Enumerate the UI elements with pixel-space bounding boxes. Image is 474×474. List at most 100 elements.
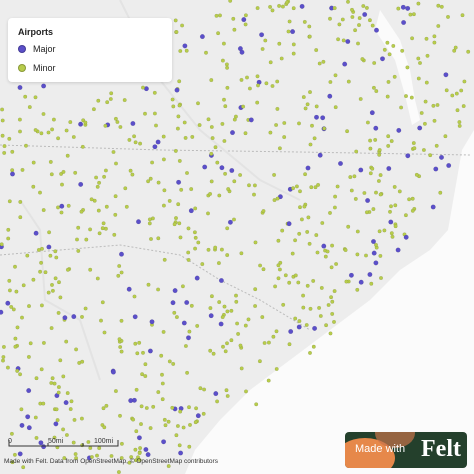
minor-airport[interactable] xyxy=(332,205,337,210)
minor-airport[interactable] xyxy=(172,310,177,315)
minor-airport[interactable] xyxy=(130,172,135,177)
major-airport[interactable] xyxy=(26,425,32,431)
minor-airport[interactable] xyxy=(177,221,182,226)
minor-airport[interactable] xyxy=(368,138,373,143)
minor-airport[interactable] xyxy=(50,282,55,287)
minor-airport[interactable] xyxy=(293,238,298,243)
minor-airport[interactable] xyxy=(460,13,465,18)
major-airport[interactable] xyxy=(199,34,205,40)
minor-airport[interactable] xyxy=(201,411,206,416)
major-airport[interactable] xyxy=(194,275,200,281)
minor-airport[interactable] xyxy=(224,341,229,346)
major-airport[interactable] xyxy=(62,315,68,321)
minor-airport[interactable] xyxy=(143,374,148,379)
minor-airport[interactable] xyxy=(159,372,164,377)
minor-airport[interactable] xyxy=(9,431,14,436)
major-airport[interactable] xyxy=(338,160,344,166)
minor-airport[interactable] xyxy=(160,381,165,386)
minor-airport[interactable] xyxy=(36,247,41,252)
minor-airport[interactable] xyxy=(454,91,459,96)
minor-airport[interactable] xyxy=(220,121,225,126)
minor-airport[interactable] xyxy=(122,98,127,103)
minor-airport[interactable] xyxy=(340,17,345,22)
minor-airport[interactable] xyxy=(264,81,269,86)
minor-airport[interactable] xyxy=(132,134,137,139)
minor-airport[interactable] xyxy=(243,389,248,394)
minor-airport[interactable] xyxy=(280,228,285,233)
minor-airport[interactable] xyxy=(241,104,246,109)
minor-airport[interactable] xyxy=(76,248,81,253)
minor-airport[interactable] xyxy=(285,0,290,5)
minor-airport[interactable] xyxy=(461,104,466,109)
minor-airport[interactable] xyxy=(297,231,302,236)
minor-airport[interactable] xyxy=(346,0,350,4)
minor-airport[interactable] xyxy=(12,452,17,457)
minor-airport[interactable] xyxy=(236,331,241,336)
minor-airport[interactable] xyxy=(376,178,381,183)
major-airport[interactable] xyxy=(188,208,194,214)
minor-airport[interactable] xyxy=(389,231,394,236)
minor-airport[interactable] xyxy=(34,435,39,440)
minor-airport[interactable] xyxy=(129,455,134,460)
minor-airport[interactable] xyxy=(156,180,161,185)
minor-airport[interactable] xyxy=(332,6,337,11)
minor-airport[interactable] xyxy=(175,424,180,429)
minor-airport[interactable] xyxy=(54,407,59,412)
minor-airport[interactable] xyxy=(13,336,18,341)
minor-airport[interactable] xyxy=(277,146,282,151)
minor-airport[interactable] xyxy=(104,204,109,209)
minor-airport[interactable] xyxy=(266,378,271,383)
minor-airport[interactable] xyxy=(137,451,142,456)
minor-airport[interactable] xyxy=(223,104,228,109)
minor-airport[interactable] xyxy=(171,104,176,109)
minor-airport[interactable] xyxy=(278,260,283,265)
major-airport[interactable] xyxy=(345,39,351,45)
minor-airport[interactable] xyxy=(362,190,367,195)
minor-airport[interactable] xyxy=(132,294,137,299)
minor-airport[interactable] xyxy=(361,3,366,8)
minor-airport[interactable] xyxy=(131,417,136,422)
major-airport[interactable] xyxy=(241,17,247,23)
minor-airport[interactable] xyxy=(56,310,61,315)
minor-airport[interactable] xyxy=(209,78,214,83)
minor-airport[interactable] xyxy=(65,267,70,272)
major-airport[interactable] xyxy=(371,238,377,244)
major-airport[interactable] xyxy=(174,87,180,93)
minor-airport[interactable] xyxy=(303,106,308,111)
minor-airport[interactable] xyxy=(133,341,138,346)
minor-airport[interactable] xyxy=(407,197,412,202)
minor-airport[interactable] xyxy=(100,226,105,231)
minor-airport[interactable] xyxy=(457,123,462,128)
minor-airport[interactable] xyxy=(254,402,259,407)
major-airport[interactable] xyxy=(229,167,235,173)
minor-airport[interactable] xyxy=(404,94,409,99)
minor-airport[interactable] xyxy=(311,278,316,283)
minor-airport[interactable] xyxy=(287,280,292,285)
minor-airport[interactable] xyxy=(111,149,116,154)
major-airport[interactable] xyxy=(78,181,84,187)
minor-airport[interactable] xyxy=(173,216,178,221)
minor-airport[interactable] xyxy=(61,427,66,432)
minor-airport[interactable] xyxy=(291,51,296,56)
major-airport[interactable] xyxy=(130,120,136,126)
minor-airport[interactable] xyxy=(423,99,428,104)
minor-airport[interactable] xyxy=(424,36,429,41)
major-airport[interactable] xyxy=(401,20,407,26)
major-airport[interactable] xyxy=(63,400,69,406)
minor-airport[interactable] xyxy=(397,189,402,194)
minor-airport[interactable] xyxy=(118,345,123,350)
major-airport[interactable] xyxy=(172,288,178,294)
minor-airport[interactable] xyxy=(302,19,307,24)
major-airport[interactable] xyxy=(161,439,167,445)
minor-airport[interactable] xyxy=(353,28,358,33)
minor-airport[interactable] xyxy=(103,168,108,173)
minor-airport[interactable] xyxy=(172,222,177,227)
minor-airport[interactable] xyxy=(225,85,230,90)
minor-airport[interactable] xyxy=(211,351,216,356)
minor-airport[interactable] xyxy=(286,29,291,34)
minor-airport[interactable] xyxy=(148,176,153,181)
minor-airport[interactable] xyxy=(113,212,118,217)
minor-airport[interactable] xyxy=(119,318,124,323)
minor-airport[interactable] xyxy=(19,407,24,412)
